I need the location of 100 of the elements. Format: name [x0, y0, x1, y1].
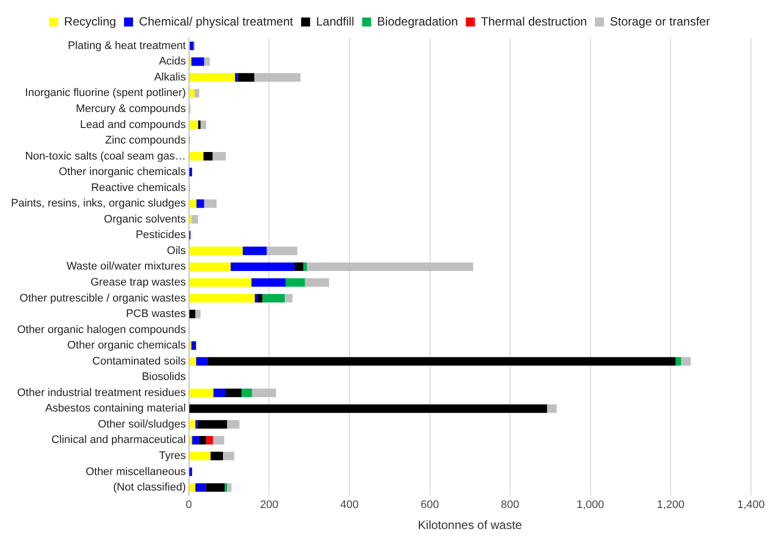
bar [210, 452, 223, 460]
bar [227, 420, 240, 429]
y-tick-label: Inorganic fluorine (spent potliner) [25, 87, 186, 100]
y-tick-label: Acids [158, 56, 186, 68]
bar [258, 294, 262, 303]
bar [203, 152, 213, 161]
bar [189, 388, 214, 398]
x-tick-label: 600 [420, 499, 439, 512]
bar [213, 388, 225, 398]
y-tick-label: Other organic chemicals [67, 340, 186, 352]
x-tick-label: 0 [186, 499, 192, 512]
bar [196, 199, 204, 208]
bar [252, 278, 286, 287]
bar [189, 168, 192, 176]
bar [189, 404, 548, 413]
y-tick-label: (Not classified) [113, 482, 186, 494]
bar [189, 420, 196, 429]
y-tick-label: Other inorganic chemicals [58, 166, 186, 178]
legend-label: Storage or transfer [610, 14, 710, 28]
bar [207, 357, 676, 366]
bar [189, 262, 231, 271]
legend-label: Landfill [316, 14, 354, 28]
bar [204, 199, 217, 208]
legend-label: Biodegradation [377, 14, 458, 28]
y-tick-label: Organic solvents [104, 213, 186, 226]
bar [676, 357, 682, 366]
bar [189, 483, 196, 492]
bar [189, 246, 243, 256]
bar [222, 452, 234, 460]
bar [266, 246, 298, 256]
bar [190, 42, 194, 50]
bar [304, 278, 329, 287]
y-tick-label: Alkalis [154, 71, 186, 84]
x-axis-title: Kilotonnes of waste [418, 518, 522, 532]
x-tick-label: 800 [500, 499, 520, 512]
x-tick-label: 1,000 [576, 499, 604, 512]
y-tick-label: Grease trap wastes [90, 276, 186, 289]
bar [224, 483, 228, 492]
y-tick-label: Waste oil/water mixtures [66, 260, 186, 273]
bar [198, 436, 206, 444]
x-tick-label: 1,400 [737, 499, 765, 512]
bar [189, 310, 196, 318]
bar [196, 357, 208, 366]
y-tick-label: Other miscellaneous [86, 466, 186, 478]
bar [189, 452, 211, 460]
y-tick-label: Mercury & compounds [76, 103, 186, 116]
bar [225, 388, 242, 398]
y-tick-label: Biosolids [142, 371, 186, 384]
x-tick-label: 400 [340, 499, 359, 512]
bar [189, 73, 236, 82]
y-tick-label: Clinical and pharmaceutical [51, 434, 186, 446]
bar [200, 120, 206, 130]
bar [262, 294, 285, 303]
bar [189, 357, 196, 366]
bar [254, 73, 300, 82]
bar [191, 341, 196, 350]
y-tick-label: Other putrescible / organic wastes [20, 292, 186, 304]
y-tick-label: Asbestos containing material [45, 402, 186, 415]
bar [195, 483, 206, 492]
bar [242, 246, 267, 256]
y-tick-label: Zinc compounds [105, 134, 186, 147]
bar [284, 294, 292, 303]
y-tick-label: PCB wastes [126, 308, 186, 320]
legend-label: Recycling [64, 14, 116, 28]
bar [192, 436, 199, 444]
y-tick-label: Tyres [158, 450, 186, 462]
bar [189, 294, 255, 303]
bar [252, 388, 276, 398]
legend-label: Thermal destruction [480, 14, 587, 28]
legend-label: Chemical/ physical treatment [139, 14, 294, 28]
y-tick-label: Oils [166, 244, 186, 257]
bar [212, 436, 224, 444]
y-tick-label: Reactive chemicals [91, 182, 186, 194]
bar [230, 262, 294, 271]
x-tick-label: 200 [260, 499, 278, 512]
bar [303, 262, 307, 271]
bar [227, 483, 232, 492]
bar [189, 199, 196, 208]
bar [254, 294, 258, 303]
bar [189, 278, 252, 287]
bar [206, 483, 225, 492]
bar [189, 120, 198, 130]
bar [191, 215, 198, 224]
bar [681, 357, 691, 366]
y-tick-label: Other industrial treatment residues [17, 386, 186, 399]
bar [238, 73, 254, 82]
bar [306, 262, 474, 271]
y-tick-label: Non-toxic salts (coal seam gas… [25, 150, 186, 162]
y-tick-label: Contaminated soils [92, 355, 186, 368]
bar [241, 388, 252, 398]
bar [235, 73, 238, 82]
bar [189, 88, 194, 98]
bar [547, 404, 557, 413]
y-tick-label: Lead and compounds [80, 118, 186, 131]
bar [198, 120, 201, 130]
y-tick-label: Pesticides [136, 229, 186, 242]
bar [294, 262, 304, 271]
bar [189, 152, 204, 161]
bar [191, 57, 204, 66]
bar [198, 420, 228, 429]
